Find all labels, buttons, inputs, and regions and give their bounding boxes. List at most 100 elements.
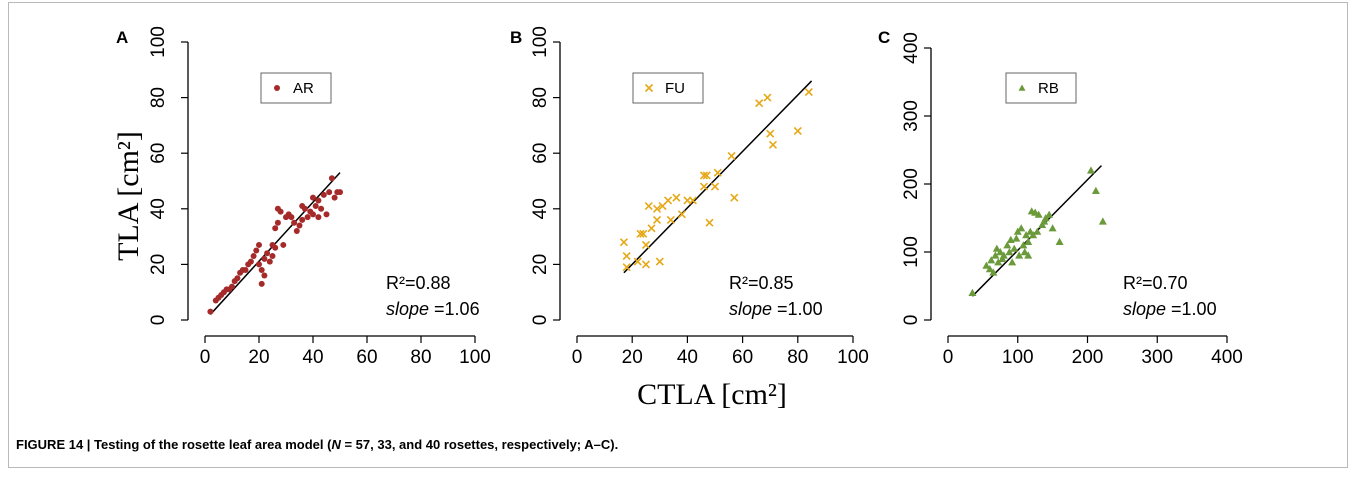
data-point-C [968,288,977,296]
x-tick-label-A: 40 [302,347,323,368]
data-point-C [1086,166,1095,174]
y-tick-label-B: 20 [530,254,551,275]
data-point-C [1024,237,1033,245]
data-point-B-stroke [688,196,697,205]
data-point-A [272,225,279,232]
data-point-B [652,204,662,213]
y-tick-label-C: 100 [901,236,922,268]
data-point-C [1005,248,1014,256]
data-point-B [688,196,697,205]
data-point-C [1017,224,1026,232]
slope-text-A: slope =1.06 [386,299,480,319]
x-tick-label-B: 80 [787,347,808,368]
r-squared-A: R²=0.88 [386,273,451,293]
y-tick-label-A: 100 [148,26,169,58]
panel-A: A 0 20 40 60 80 100 0 20 40 60 80 100 AR R²=0.88 slope … [116,26,491,368]
data-point-B [647,224,656,233]
legend-box-B [632,72,704,104]
data-point-B [766,129,775,138]
data-point-B [652,215,662,224]
data-point-A [337,189,343,196]
data-point-A [256,241,262,248]
data-point-B-stroke [633,257,642,266]
legend-box-A [260,72,332,104]
x-tick-label-A: 20 [248,347,269,368]
data-point-B-stroke [622,263,631,272]
legend-label-C: RB [1038,80,1059,97]
data-point-B [702,171,711,180]
r-squared-B: R²=0.85 [729,273,794,293]
data-point-B-stroke [644,201,653,211]
data-point-B [619,238,628,247]
data-point-B [677,210,686,219]
data-point-C [1055,237,1064,245]
panel-letter-C: C [878,28,890,47]
data-point-C [1003,241,1012,249]
data-point-A [310,194,316,201]
y-tick-label-B: 40 [530,198,551,219]
data-point-B-stroke [636,229,645,238]
data-point-B-stroke [804,87,813,97]
data-point-A [256,261,262,268]
data-point-C [1034,210,1043,218]
data-point-C [1015,251,1024,259]
data-point-B-stroke [641,240,651,250]
data-point-A [261,272,268,279]
data-point-C [1010,244,1019,252]
data-point-A [320,191,327,198]
data-point-C [991,251,1000,259]
x-tick-label-A: 60 [356,347,377,368]
slope-text-C: slope =1.00 [1123,299,1217,319]
data-point-B-stroke [672,193,681,202]
data-point-A [258,266,265,273]
data-point-C [1091,186,1100,194]
data-point-B-stroke [766,129,775,138]
data-point-A [304,214,311,221]
data-point-C [982,261,991,269]
data-point-B [639,229,648,238]
data-point-B [710,182,720,191]
data-point-A [291,219,298,226]
data-point-C [1012,234,1021,242]
caption-lead: FIGURE 14 | Testing of the rosette leaf … [16,437,332,452]
data-point-B-stroke [622,251,631,261]
data-point-A [331,194,338,201]
data-point-C [1019,241,1028,249]
data-point-B-stroke [652,204,662,213]
data-point-C [1029,231,1038,239]
data-point-B-stroke [763,93,772,102]
data-point-A [264,250,271,257]
data-point-B-stroke [705,218,714,227]
legend-box-C [1005,72,1077,104]
data-point-A [296,222,303,229]
data-point-C [999,251,1008,259]
slope-value-A: =1.06 [429,299,480,319]
data-point-B [633,257,642,266]
data-point-B-stroke [713,168,722,177]
slope-text-B: slope =1.00 [729,299,823,319]
data-point-B-stroke [727,151,736,161]
slope-label-B: slope [729,299,772,319]
slope-value-C: =1.00 [1166,299,1217,319]
y-tick-label-C: 200 [901,168,922,200]
x-tick-label-B: 0 [572,347,583,368]
data-point-B-stroke [641,260,651,269]
x-tick-label-C: 200 [1072,347,1104,368]
data-point-C [994,258,1003,266]
data-point-B [622,251,631,261]
data-point-A [326,189,333,196]
data-point-A [315,214,322,221]
data-point-C [1022,231,1031,239]
data-point-C [989,268,998,276]
data-point-B [727,151,736,161]
y-tick-label-B: 80 [530,87,551,108]
x-tick-label-A: 80 [410,347,431,368]
data-point-B-stroke [666,215,675,224]
data-point-C [1048,224,1057,232]
data-point-B-stroke [647,224,656,233]
data-point-C [1008,258,1017,266]
data-point-A [229,283,235,290]
data-point-A [288,214,295,221]
data-point-B-stroke [768,140,778,149]
data-point-A [253,247,260,254]
